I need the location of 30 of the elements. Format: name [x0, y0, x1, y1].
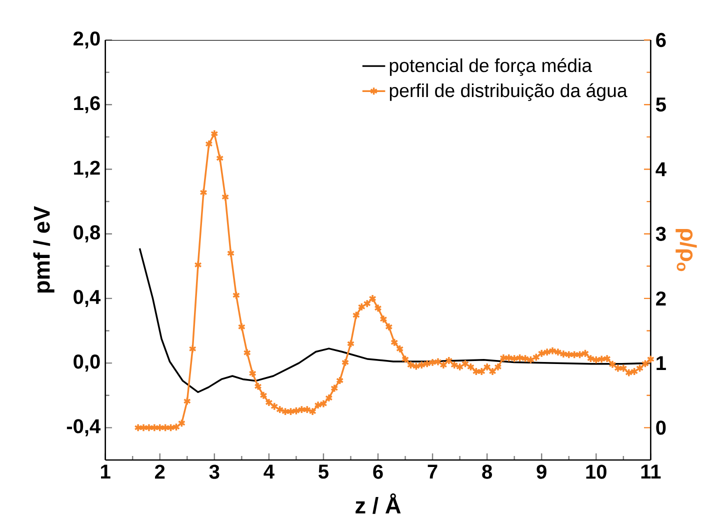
y-tick-label: 2,0 [74, 31, 100, 48]
y2-axis-title: ρ/ρ$_{o}$ [676, 228, 697, 271]
y-tick-label: 0,0 [74, 354, 100, 372]
y2-tick-label: 2 [656, 291, 666, 306]
x-axis-title: z / Å [356, 493, 401, 514]
y2-tick-label: 1 [656, 356, 666, 370]
y-tick-label: 0,8 [74, 225, 100, 242]
x-tick-label: 1 [101, 464, 110, 478]
y2-tick-label: 0 [656, 420, 666, 435]
y2-tick-label: 4 [656, 162, 666, 176]
y2-tick-label: 5 [656, 98, 666, 112]
x-tick-label: 5 [318, 464, 328, 479]
legend-label: potencial de força média [390, 58, 592, 76]
y-tick-label: -0,4 [66, 419, 101, 436]
x-tick-label: 9 [536, 464, 546, 479]
y-tick-label: 1,6 [74, 96, 100, 114]
y-axis-title: pmf / eV [33, 206, 54, 292]
y-tick-label: 0,4 [74, 290, 101, 307]
x-tick-label: 7 [428, 464, 438, 478]
legend-label: perfil de distribuição da água [390, 83, 628, 101]
x-tick-label: 10 [586, 464, 606, 479]
x-tick-label: 8 [482, 464, 492, 479]
y-tick-label: 1,2 [74, 160, 100, 178]
y2-tick-label: 6 [656, 32, 666, 47]
x-tick-label: 6 [373, 464, 383, 479]
x-tick-label: 2 [155, 464, 165, 479]
x-tick-label: 3 [209, 464, 220, 479]
x-tick-label: 4 [264, 464, 274, 478]
y2-tick-label: 3 [656, 226, 666, 241]
x-tick-label: 11 [641, 464, 661, 478]
